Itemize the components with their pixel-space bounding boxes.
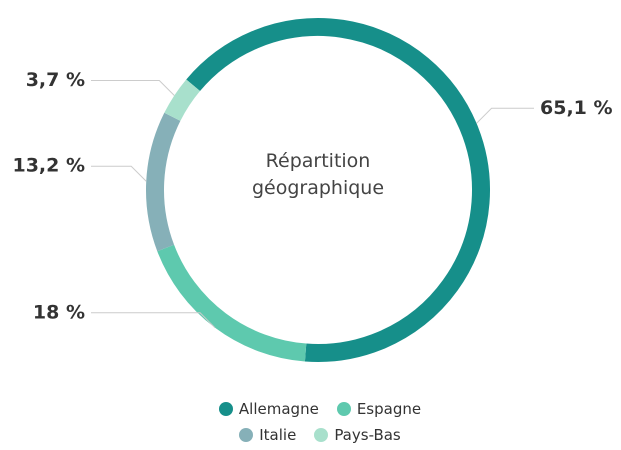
value-label: 13,2 % [12,155,85,177]
value-label: 65,1 % [540,97,613,119]
legend: Allemagne Espagne Italie Pays-Bas [150,400,490,444]
legend-swatch [218,402,233,416]
legend-label: Allemagne [238,400,319,418]
leader-line [91,79,175,96]
legend-item: Espagne [336,400,422,418]
value-label: 18 % [33,301,85,323]
leader-line [91,312,216,329]
donut-segment [186,18,490,362]
value-label: 3,7 % [26,69,85,91]
legend-item: Italie [239,426,296,444]
leader-line [91,165,147,182]
legend-item: Allemagne [218,400,319,418]
donut-segment [157,244,307,362]
legend-swatch [314,428,329,442]
legend-label: Espagne [356,400,422,418]
donut-segment [146,112,181,252]
donut-segment [164,79,201,122]
chart-title: Répartition géographique [251,150,385,199]
legend-swatch [336,402,351,416]
legend-item: Pays-Bas [314,426,401,444]
legend-label: Italie [259,426,297,444]
leader-line [476,107,534,124]
legend-label: Pays-Bas [334,426,401,444]
legend-swatch [239,428,254,442]
